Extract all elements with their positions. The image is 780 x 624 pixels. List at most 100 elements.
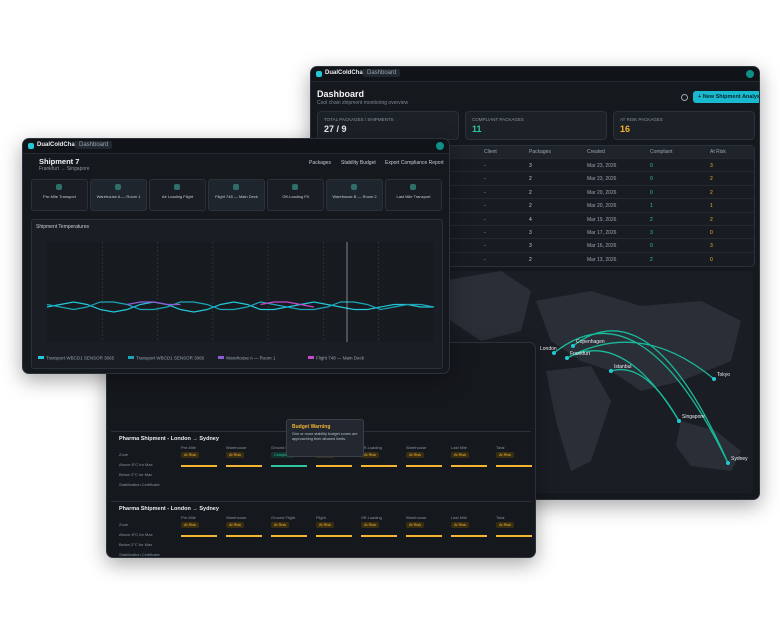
table-cell: 2 [710, 189, 713, 196]
budget-bar [316, 465, 352, 467]
table-cell: Mar 16, 2026 [587, 243, 617, 250]
table-cell: 0 [650, 189, 653, 196]
temperature-chart: Transport WBCD1 SENSOR 3065 Transport WBC… [38, 242, 435, 361]
city-label: Frankfurt [570, 351, 591, 357]
stat-label: COMPLIANT PACKAGES [472, 117, 524, 122]
action-button[interactable]: Packages [309, 160, 331, 166]
route-arc [566, 341, 715, 380]
budget-bar [361, 535, 397, 537]
city-label: Sydney [731, 456, 748, 462]
table-cell: Mar 13, 2026 [587, 256, 617, 263]
stat-value: 11 [472, 124, 482, 134]
stage-card: Off-Loading Flt [267, 179, 324, 211]
stage-icon [292, 184, 298, 190]
table-cell: 2 [650, 256, 653, 263]
stage-icon [56, 184, 62, 190]
budget-bar [271, 535, 307, 537]
row-label: Zone [119, 452, 129, 457]
city-dot [565, 356, 569, 360]
budget-bar [361, 465, 397, 467]
stage-name: Off-Loading Flt [282, 194, 309, 199]
row-divider [318, 198, 754, 200]
table-cell: Mar 23, 2026 [587, 176, 617, 183]
table-cell: - [484, 256, 486, 263]
column-header: Created [587, 149, 605, 155]
search-icon[interactable] [681, 94, 688, 101]
table-cell: 1 [710, 203, 713, 210]
status-badge: At Risk [406, 522, 425, 528]
stage-icon [233, 184, 239, 190]
table-cell: 2 [529, 203, 532, 210]
table-cell: 0 [710, 256, 713, 263]
table-cell: 3 [529, 163, 532, 169]
stat-card: TOTAL PACKAGES / SHIPMENTS 27 / 9 [317, 111, 459, 140]
budget-bar [181, 465, 217, 467]
action-button[interactable]: Stability Budget [341, 160, 376, 166]
row-label: Zone [119, 522, 129, 527]
chart-title: Shipment Temperatures [36, 224, 89, 230]
table-cell: - [484, 189, 486, 196]
new-analysis-button[interactable]: + New Shipment Analysis [693, 91, 759, 103]
temperature-line [126, 301, 181, 306]
status-badge: At Risk [496, 522, 515, 528]
action-button[interactable]: Export Compliance Report [385, 160, 444, 166]
row-divider [318, 184, 754, 186]
budget-window: Pharma Shipment - London → Sydney Zone Abo… [106, 342, 536, 558]
budget-bar [406, 535, 442, 537]
status-badge: At Risk [316, 522, 335, 528]
row-label: Above 8°C for Max [119, 462, 153, 467]
row-divider [318, 158, 754, 159]
section-title: Pharma Shipment - London → Sydney [119, 506, 219, 512]
column-label: Ground Flight [271, 445, 296, 450]
stage-card: Air Loading Flight [149, 179, 206, 211]
table-cell: - [484, 176, 486, 183]
route-arc [610, 369, 680, 422]
column-label: Off-Loading [361, 515, 382, 520]
shipment-window: DualColdChain Dashboard Shipment 7 Frankfur… [22, 138, 450, 374]
column-header: Client [484, 149, 497, 155]
stat-label: AT RISK PACKAGES [620, 117, 663, 122]
table-cell: Mar 23, 2026 [587, 163, 617, 169]
tab[interactable]: Dashboard [75, 141, 113, 149]
table-cell: - [484, 203, 486, 210]
route-arc [572, 330, 729, 464]
row-divider [318, 225, 754, 226]
city-dot [571, 344, 575, 348]
landmass [546, 366, 611, 471]
column-header: Compliant [650, 149, 673, 155]
warning-title: Budget Warning [292, 424, 331, 430]
budget-bar [451, 465, 487, 467]
column-label: Total [496, 445, 505, 450]
budget-bar [316, 535, 352, 537]
budget-section: Pharma Shipment - London → Sydney Zone Abo… [111, 501, 532, 557]
row-divider [318, 211, 754, 213]
status-badge: At Risk [451, 522, 470, 528]
avatar [746, 70, 754, 78]
temperature-line [46, 301, 434, 313]
budget-bar [406, 465, 442, 467]
row-divider [318, 238, 754, 240]
page-title: Dashboard [317, 89, 365, 99]
stat-card: COMPLIANT PACKAGES 11 [465, 111, 607, 140]
row-label: Below 2°C for Max [119, 472, 153, 477]
legend-swatch [218, 356, 224, 359]
budget-bar [181, 535, 217, 537]
brand: DualColdChain [325, 70, 368, 76]
column-label: Ground Flight [271, 515, 296, 520]
column-label: Pre-Mile [181, 445, 196, 450]
tab[interactable]: Dashboard [363, 69, 401, 77]
row-label: Stabilization Certificate [119, 552, 160, 557]
status-badge: At Risk [451, 452, 470, 458]
column-label: Warehouse [226, 445, 247, 450]
table-cell: 0 [650, 163, 653, 169]
column-label: Last Mile [451, 515, 468, 520]
status-badge: At Risk [271, 522, 290, 528]
table-cell: 2 [650, 216, 653, 223]
table-cell: 2 [529, 189, 532, 196]
table-cell: 4 [529, 216, 532, 223]
stage-icon [351, 184, 357, 190]
table-cell: 3 [529, 230, 532, 236]
temperature-line [46, 301, 435, 311]
city-label: Istanbul [614, 364, 632, 370]
stage-name: Flight 748 — Main Deck [215, 194, 258, 199]
